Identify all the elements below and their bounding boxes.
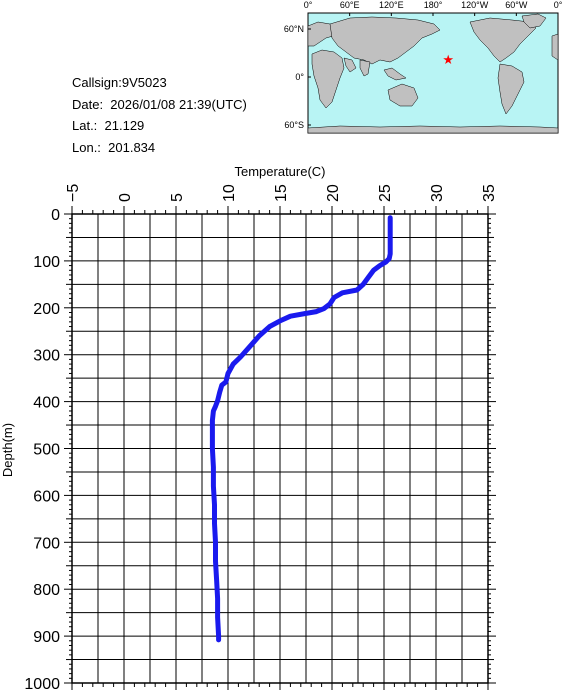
latitude-text: Lat.: 21.129 [72,118,145,133]
y-tick-label: 500 [33,442,60,459]
chart-grid [71,213,489,684]
date-text: Date: 2026/01/08 21:39(UTC) [72,96,247,112]
y-tick-label: 600 [33,488,60,505]
y-tick-label: 900 [33,629,60,646]
longitude-text: Lon.: 201.834 [72,139,156,155]
y-tick-label: 300 [33,348,60,365]
x-tick-label: 30 [429,184,446,202]
temperature-profile-line [209,215,393,643]
x-axis-label: Temperature(C) [234,164,325,179]
plot-frame [71,213,489,684]
x-tick-label: −5 [65,184,82,202]
x-tick-label: 15 [273,184,290,202]
y-tick-label: 1000 [24,676,60,690]
x-tick-label: 5 [169,193,186,202]
y-axis-label: Depth(m) [0,423,15,477]
y-tick-label: 800 [33,582,60,599]
x-tick-label: 25 [377,184,394,202]
x-tick-label: 10 [221,184,238,202]
y-tick-label: 100 [33,254,60,271]
callsign-text: Callsign:9V5023 [72,75,167,90]
y-tick-label: 700 [33,535,60,552]
x-tick-labels: −5 0 5 10 15 20 25 30 35 [65,184,498,202]
y-tick-labels: 0 100 200 300 400 500 600 700 800 900 1000 [24,207,60,690]
x-tick-label: 35 [481,184,498,202]
station-info: Callsign:9V5023 Date: 2026/01/08 21:39(U… [72,72,247,158]
x-tick-label: 0 [117,193,134,202]
y-tick-label: 200 [33,301,60,318]
x-tick-label: 20 [325,184,342,202]
y-tick-label: 400 [33,395,60,412]
y-tick-label: 0 [51,207,60,224]
